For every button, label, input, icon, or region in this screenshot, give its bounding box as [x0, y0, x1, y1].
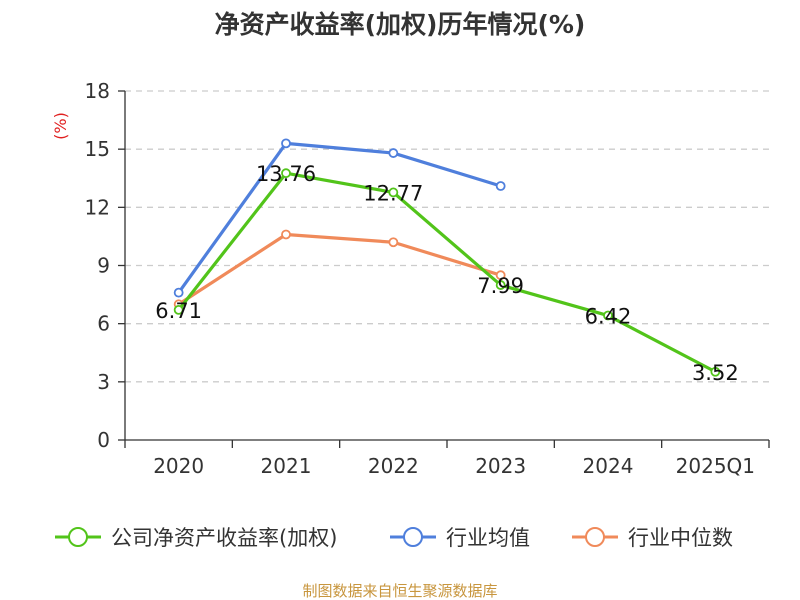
y-tick-label: 6 — [97, 312, 110, 336]
x-tick-label: 2023 — [475, 454, 526, 478]
data-point — [388, 187, 399, 198]
legend-swatch-marker — [68, 527, 88, 547]
x-tick-label: 2021 — [261, 454, 312, 478]
data-point — [388, 237, 399, 248]
data-point — [495, 270, 506, 281]
series-line — [177, 171, 717, 374]
data-labels: 6.71 13.76 12.77 7.99 6.42 3.52 — [155, 162, 738, 385]
data-point — [603, 310, 613, 321]
legend-swatch-marker — [585, 527, 605, 547]
data-point — [495, 181, 506, 191]
data-point — [281, 168, 291, 179]
legend-item[interactable]: 公司净资产收益率(加权) — [55, 526, 337, 550]
data-label: 3.52 — [692, 361, 739, 385]
legend[interactable]: 公司净资产收益率(加权) 行业均值 行业中位数 — [55, 526, 733, 550]
x-tick-label: 2022 — [368, 454, 419, 478]
series-lines — [173, 138, 721, 377]
y-tick-label: 12 — [85, 195, 110, 219]
data-label: 12.77 — [363, 181, 423, 205]
series-line — [177, 141, 502, 294]
data-point — [710, 366, 721, 377]
legend-item[interactable]: 行业中位数 — [572, 526, 733, 550]
x-tick-label: 2025Q1 — [676, 454, 755, 478]
series-line — [177, 232, 502, 306]
chart-title: 净资产收益率(加权)历年情况(%) — [215, 10, 586, 39]
legend-item[interactable]: 行业均值 — [390, 526, 530, 550]
data-point — [281, 138, 291, 149]
legend-label: 行业中位数 — [628, 526, 733, 550]
data-point — [281, 229, 291, 240]
data-point — [173, 287, 184, 298]
y-tick-label: 18 — [85, 79, 110, 103]
legend-label: 公司净资产收益率(加权) — [111, 526, 337, 550]
data-point — [495, 280, 506, 290]
data-label: 6.42 — [585, 305, 632, 329]
x-tick-label: 2024 — [583, 454, 634, 478]
y-tick-label: 3 — [97, 370, 110, 394]
data-point — [173, 305, 184, 315]
data-label: 13.76 — [256, 162, 316, 186]
x-tick-label: 2020 — [153, 454, 204, 478]
y-tick-label: 0 — [97, 428, 110, 452]
data-point — [388, 148, 399, 158]
data-label: 7.99 — [477, 274, 524, 298]
y-axis-unit-label: (%) — [51, 112, 70, 140]
legend-label: 行业均值 — [446, 526, 530, 550]
y-tick-label: 15 — [85, 137, 110, 161]
data-label: 6.71 — [155, 299, 202, 323]
legend-swatch-marker — [403, 527, 423, 547]
source-note: 制图数据来自恒生聚源数据库 — [302, 582, 497, 600]
y-tick-label: 9 — [97, 254, 110, 278]
gridlines — [125, 90, 769, 383]
axes: 0 3 6 9 12 15 18 2020 2021 2022 2023 2024 2025Q1 — [85, 79, 770, 478]
